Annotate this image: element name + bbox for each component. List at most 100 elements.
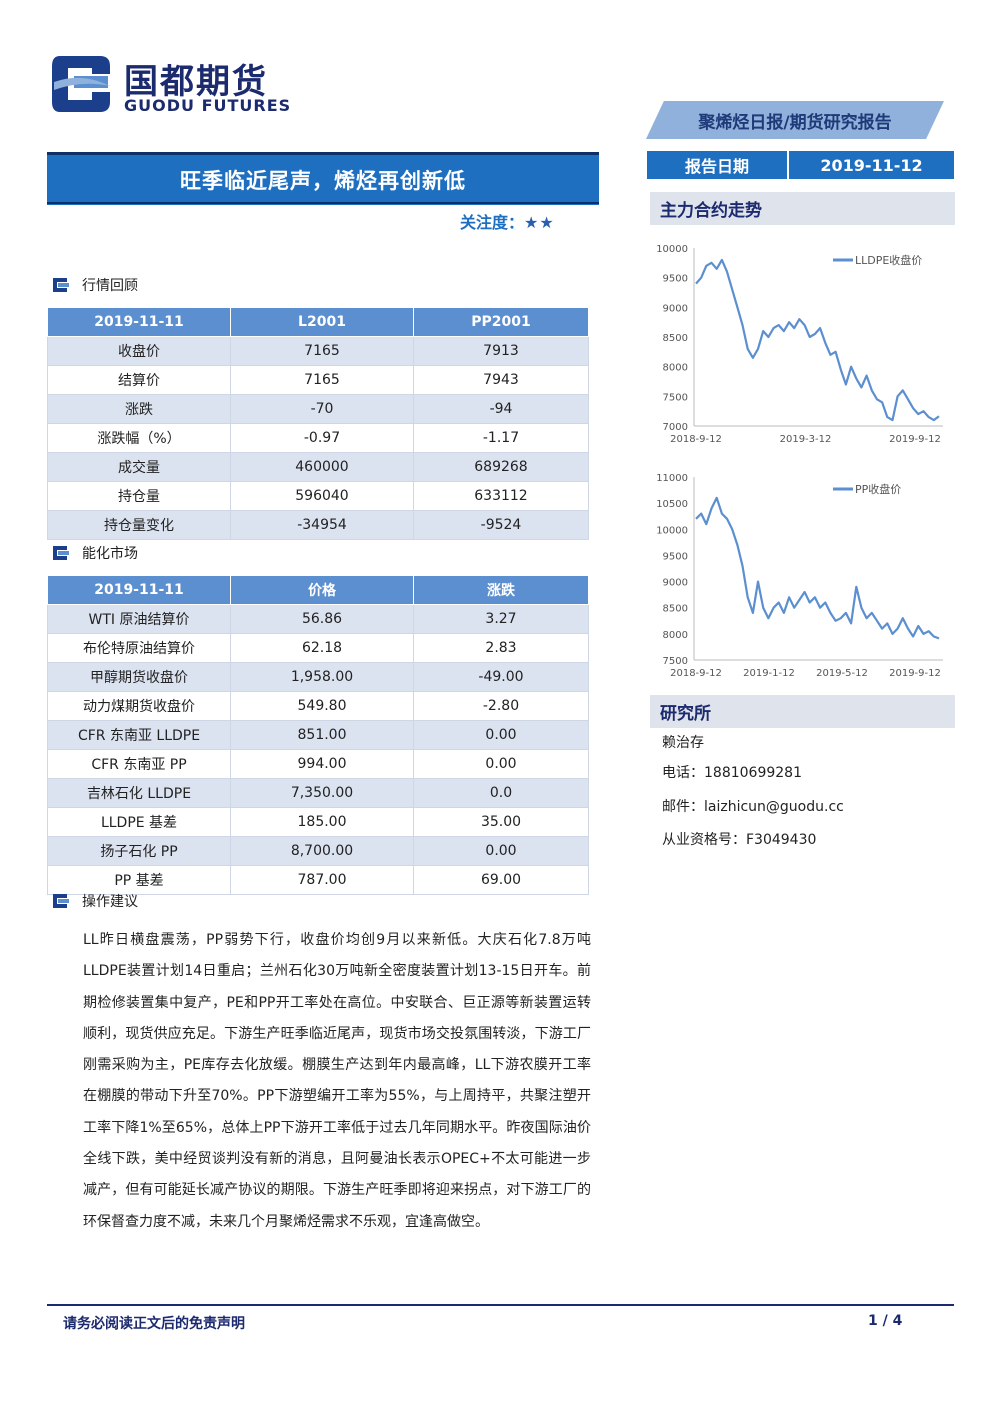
section-logo-icon <box>53 546 69 560</box>
table-cell: 56.86 <box>230 604 414 634</box>
table-row: 吉林石化 LLDPE 7,350.00 0.0 <box>47 778 589 808</box>
report-type-banner: 聚烯烃日报/期货研究报告 <box>646 101 944 139</box>
footer-rule <box>47 1304 954 1306</box>
y-tick-label: 8000 <box>663 630 688 641</box>
section-energy-market: 能化市场 <box>50 543 138 563</box>
table-row: 甲醇期货收盘价 1,958.00 -49.00 <box>47 662 589 692</box>
star-icon: ★★ <box>524 213 555 232</box>
y-tick-label: 11000 <box>656 473 688 484</box>
table-cell: 185.00 <box>230 807 414 837</box>
table-cell: WTI 原油结算价 <box>47 604 231 634</box>
analyst-email: 邮件：laizhicun@guodu.cc <box>662 799 844 815</box>
table-row: 持仓量变化 -34954 -9524 <box>47 510 589 540</box>
table-cell: 持仓量 <box>47 481 231 511</box>
section-title: 操作建议 <box>82 894 138 910</box>
table-cell: 62.18 <box>230 633 414 663</box>
page-number: 1 / 4 <box>868 1313 903 1329</box>
table-cell: PP 基差 <box>47 865 231 895</box>
section-logo-icon <box>53 278 69 292</box>
disclaimer-notice[interactable]: 请务必阅读正文后的免责声明 <box>63 1316 245 1332</box>
table-cell: 994.00 <box>230 749 414 779</box>
table-cell: 851.00 <box>230 720 414 750</box>
table-row: 成交量 460000 689268 <box>47 452 589 482</box>
table-header-row: 2019-11-11 L2001 PP2001 <box>47 307 589 337</box>
energy-table: 2019-11-11 价格 涨跌 WTI 原油结算价 56.86 3.27 布伦特原… <box>47 575 589 895</box>
table-cell: 460000 <box>230 452 414 482</box>
report-title: 旺季临近尾声，烯烃再创新低 <box>47 152 599 205</box>
guodu-logo-icon <box>52 56 110 112</box>
table-header: PP2001 <box>413 307 589 337</box>
table-cell: -1.17 <box>413 423 589 453</box>
table-cell: 787.00 <box>230 865 414 895</box>
table-row: LLDPE 基差 185.00 35.00 <box>47 807 589 837</box>
table-cell: 成交量 <box>47 452 231 482</box>
pp-price-chart: 7500 8000 8500 9000 9500 10000 10500 11000 2018-… <box>656 473 943 679</box>
y-tick-label: 7000 <box>663 422 688 433</box>
series-line <box>695 496 940 640</box>
table-row: 扬子石化 PP 8,700.00 0.00 <box>47 836 589 866</box>
table-row: 涨跌 -70 -94 <box>47 394 589 424</box>
y-tick-label: 9000 <box>663 303 688 314</box>
table-cell: 596040 <box>230 481 414 511</box>
table-cell: 结算价 <box>47 365 231 395</box>
y-tick-label: 8500 <box>663 604 688 615</box>
x-tick-label: 2019-5-12 <box>816 668 868 679</box>
table-row: 收盘价 7165 7913 <box>47 336 589 366</box>
table-cell: 633112 <box>413 481 589 511</box>
section-title: 能化市场 <box>82 546 138 562</box>
y-tick-label: 10000 <box>656 525 688 536</box>
y-tick-label: 7500 <box>663 392 688 403</box>
market-table: 2019-11-11 L2001 PP2001 收盘价 7165 7913 结算价 7… <box>47 307 589 540</box>
x-tick-label: 2019-9-12 <box>889 434 941 445</box>
analyst-license: 从业资格号：F3049430 <box>662 832 817 848</box>
section-operation: 操作建议 <box>50 891 138 911</box>
table-cell: 0.00 <box>413 749 589 779</box>
table-header: 涨跌 <box>413 575 589 605</box>
legend-label: PP收盘价 <box>855 482 901 496</box>
lldpe-price-chart: 7000 7500 8000 8500 9000 9500 10000 2018-9-12 20… <box>656 244 943 445</box>
y-tick-label: 8500 <box>663 333 688 344</box>
table-cell: 7913 <box>413 336 589 366</box>
table-cell: 35.00 <box>413 807 589 837</box>
y-tick-label: 10500 <box>656 499 688 510</box>
table-header-row: 2019-11-11 价格 涨跌 <box>47 575 589 605</box>
x-tick-label: 2019-1-12 <box>743 668 795 679</box>
table-cell: 扬子石化 PP <box>47 836 231 866</box>
table-header: L2001 <box>230 307 414 337</box>
table-cell: 7943 <box>413 365 589 395</box>
table-cell: 7165 <box>230 365 414 395</box>
report-date-box: 报告日期 2019-11-12 <box>647 151 954 179</box>
attention-rating: 关注度：★★ <box>460 209 555 233</box>
y-tick-label: 7500 <box>663 656 688 667</box>
table-row: CFR 东南亚 PP 994.00 0.00 <box>47 749 589 779</box>
table-cell: -34954 <box>230 510 414 540</box>
y-tick-label: 9000 <box>663 578 688 589</box>
table-cell: 收盘价 <box>47 336 231 366</box>
table-row: 涨跌幅（%） -0.97 -1.17 <box>47 423 589 453</box>
table-header: 2019-11-11 <box>47 307 231 337</box>
table-cell: -49.00 <box>413 662 589 692</box>
table-row: WTI 原油结算价 56.86 3.27 <box>47 604 589 634</box>
section-market-review: 行情回顾 <box>50 275 138 295</box>
x-tick-label: 2018-9-12 <box>670 668 722 679</box>
x-tick-label: 2019-3-12 <box>780 434 832 445</box>
analyst-phone: 电话：18810699281 <box>662 765 802 781</box>
table-cell: LLDPE 基差 <box>47 807 231 837</box>
table-cell: -0.97 <box>230 423 414 453</box>
table-cell: CFR 东南亚 LLDPE <box>47 720 231 750</box>
table-row: 持仓量 596040 633112 <box>47 481 589 511</box>
table-cell: 1,958.00 <box>230 662 414 692</box>
table-cell: 8,700.00 <box>230 836 414 866</box>
table-cell: 0.00 <box>413 720 589 750</box>
table-cell: 549.80 <box>230 691 414 721</box>
table-cell: 布伦特原油结算价 <box>47 633 231 663</box>
logo-english-name: GUODU FUTURES <box>124 96 292 115</box>
section-title: 行情回顾 <box>82 278 138 294</box>
table-cell: 689268 <box>413 452 589 482</box>
y-tick-label: 8000 <box>663 363 688 374</box>
table-cell: 甲醇期货收盘价 <box>47 662 231 692</box>
table-cell: -94 <box>413 394 589 424</box>
table-row: CFR 东南亚 LLDPE 851.00 0.00 <box>47 720 589 750</box>
analyst-name: 赖治存 <box>662 735 704 751</box>
table-cell: 7165 <box>230 336 414 366</box>
